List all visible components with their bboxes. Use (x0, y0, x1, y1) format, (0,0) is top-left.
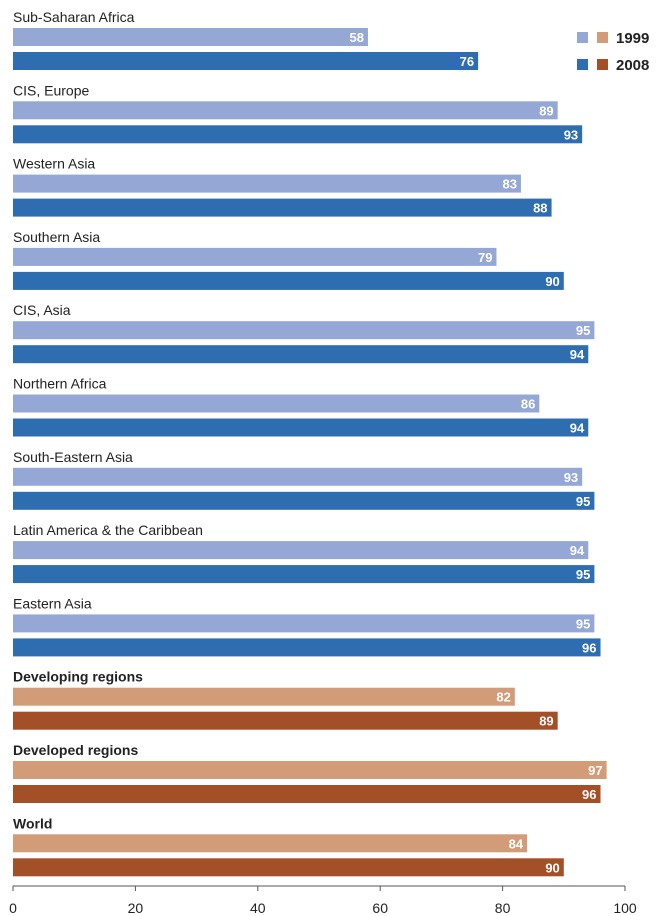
data-label-northern-africa-2008: 94 (570, 421, 585, 436)
bar-cis-europe-1999 (13, 101, 558, 120)
legend-label-1999: 1999 (616, 30, 649, 47)
data-label-world-2008: 90 (545, 860, 559, 875)
bar-developed-regions-1999 (13, 761, 607, 779)
category-label-developed-regions: Developed regions (13, 742, 138, 758)
data-label-western-asia-2008: 88 (533, 201, 547, 216)
legend-label-2008: 2008 (616, 57, 649, 74)
data-label-southern-asia-1999: 79 (478, 250, 492, 265)
bar-northern-africa-2008 (13, 418, 589, 437)
x-tick-label-40: 40 (250, 900, 266, 916)
bar-cis-europe-2008 (13, 125, 583, 144)
x-tick-label-20: 20 (128, 900, 144, 916)
data-label-south-eastern-asia-1999: 93 (564, 470, 578, 485)
data-label-sub-saharan-africa-1999: 58 (349, 30, 363, 45)
bar-sub-saharan-africa-2008 (13, 52, 479, 70)
legend: 1999 2008 (577, 30, 649, 74)
data-label-developed-regions-2008: 96 (582, 787, 596, 802)
category-label-south-eastern-asia: South-Eastern Asia (13, 449, 133, 465)
bar-southern-asia-2008 (13, 271, 564, 290)
data-label-developed-regions-1999: 97 (588, 763, 602, 778)
data-label-eastern-asia-1999: 95 (576, 616, 590, 631)
category-label-cis-asia: CIS, Asia (13, 302, 71, 318)
category-label-latin-america-the-caribbean: Latin America & the Caribbean (13, 522, 203, 538)
bar-eastern-asia-1999 (13, 614, 595, 633)
data-label-south-eastern-asia-2008: 95 (576, 494, 590, 509)
data-label-latin-america-the-caribbean-2008: 95 (576, 567, 590, 582)
bar-south-eastern-asia-2008 (13, 491, 595, 510)
legend-swatch-region-2008 (577, 59, 588, 70)
category-label-cis-europe: CIS, Europe (13, 82, 89, 98)
category-label-world: World (13, 815, 52, 831)
legend-swatch-aggregate-1999 (597, 32, 608, 43)
bar-sub-saharan-africa-1999 (13, 28, 368, 46)
x-tick-label-60: 60 (372, 900, 388, 916)
bar-latin-america-the-caribbean-1999 (13, 541, 589, 560)
bar-northern-africa-1999 (13, 394, 540, 413)
data-label-western-asia-1999: 83 (502, 177, 516, 192)
x-tick-label-80: 80 (495, 900, 511, 916)
category-label-sub-saharan-africa: Sub-Saharan Africa (13, 9, 135, 25)
bar-developed-regions-2008 (13, 785, 601, 803)
data-label-developing-regions-2008: 89 (539, 714, 553, 729)
category-label-southern-asia: Southern Asia (13, 229, 100, 245)
data-label-cis-asia-2008: 94 (570, 347, 585, 362)
data-label-eastern-asia-2008: 96 (582, 640, 596, 655)
data-label-northern-africa-1999: 86 (521, 397, 535, 412)
x-tick-label-0: 0 (9, 900, 17, 916)
bar-developing-regions-1999 (13, 687, 515, 706)
x-axis: 0 20 40 60 80 100 (9, 885, 637, 916)
bar-cis-asia-1999 (13, 321, 595, 340)
data-label-world-1999: 84 (509, 836, 524, 851)
data-label-latin-america-the-caribbean-1999: 94 (570, 543, 585, 558)
bar-latin-america-the-caribbean-2008 (13, 565, 595, 584)
category-label-northern-africa: Northern Africa (13, 376, 107, 392)
data-label-sub-saharan-africa-2008: 76 (460, 54, 474, 69)
category-label-eastern-asia: Eastern Asia (13, 595, 92, 611)
bar-developing-regions-2008 (13, 711, 558, 730)
category-label-developing-regions: Developing regions (13, 669, 143, 685)
legend-swatch-region-1999 (577, 32, 588, 43)
bar-southern-asia-1999 (13, 247, 497, 266)
bar-eastern-asia-2008 (13, 638, 601, 657)
bar-western-asia-1999 (13, 174, 521, 193)
data-label-cis-asia-1999: 95 (576, 323, 590, 338)
legend-swatch-aggregate-2008 (597, 59, 608, 70)
x-tick-label-100: 100 (613, 900, 637, 916)
data-label-southern-asia-2008: 90 (545, 274, 559, 289)
bar-world-1999 (13, 834, 528, 853)
data-label-developing-regions-1999: 82 (496, 690, 510, 705)
bars-layer: 58 76 89 93 83 88 79 90 95 94 86 94 93 95 94 95 95 96 82 89… (13, 28, 607, 877)
category-labels: Sub-Saharan Africa CIS, Europe Western Asi… (13, 9, 203, 831)
data-label-cis-europe-2008: 93 (564, 127, 578, 142)
bar-south-eastern-asia-1999 (13, 467, 583, 486)
bar-western-asia-2008 (13, 198, 552, 217)
category-label-western-asia: Western Asia (13, 156, 95, 172)
bar-world-2008 (13, 858, 564, 877)
data-label-cis-europe-1999: 89 (539, 103, 553, 118)
bar-cis-asia-2008 (13, 345, 589, 364)
